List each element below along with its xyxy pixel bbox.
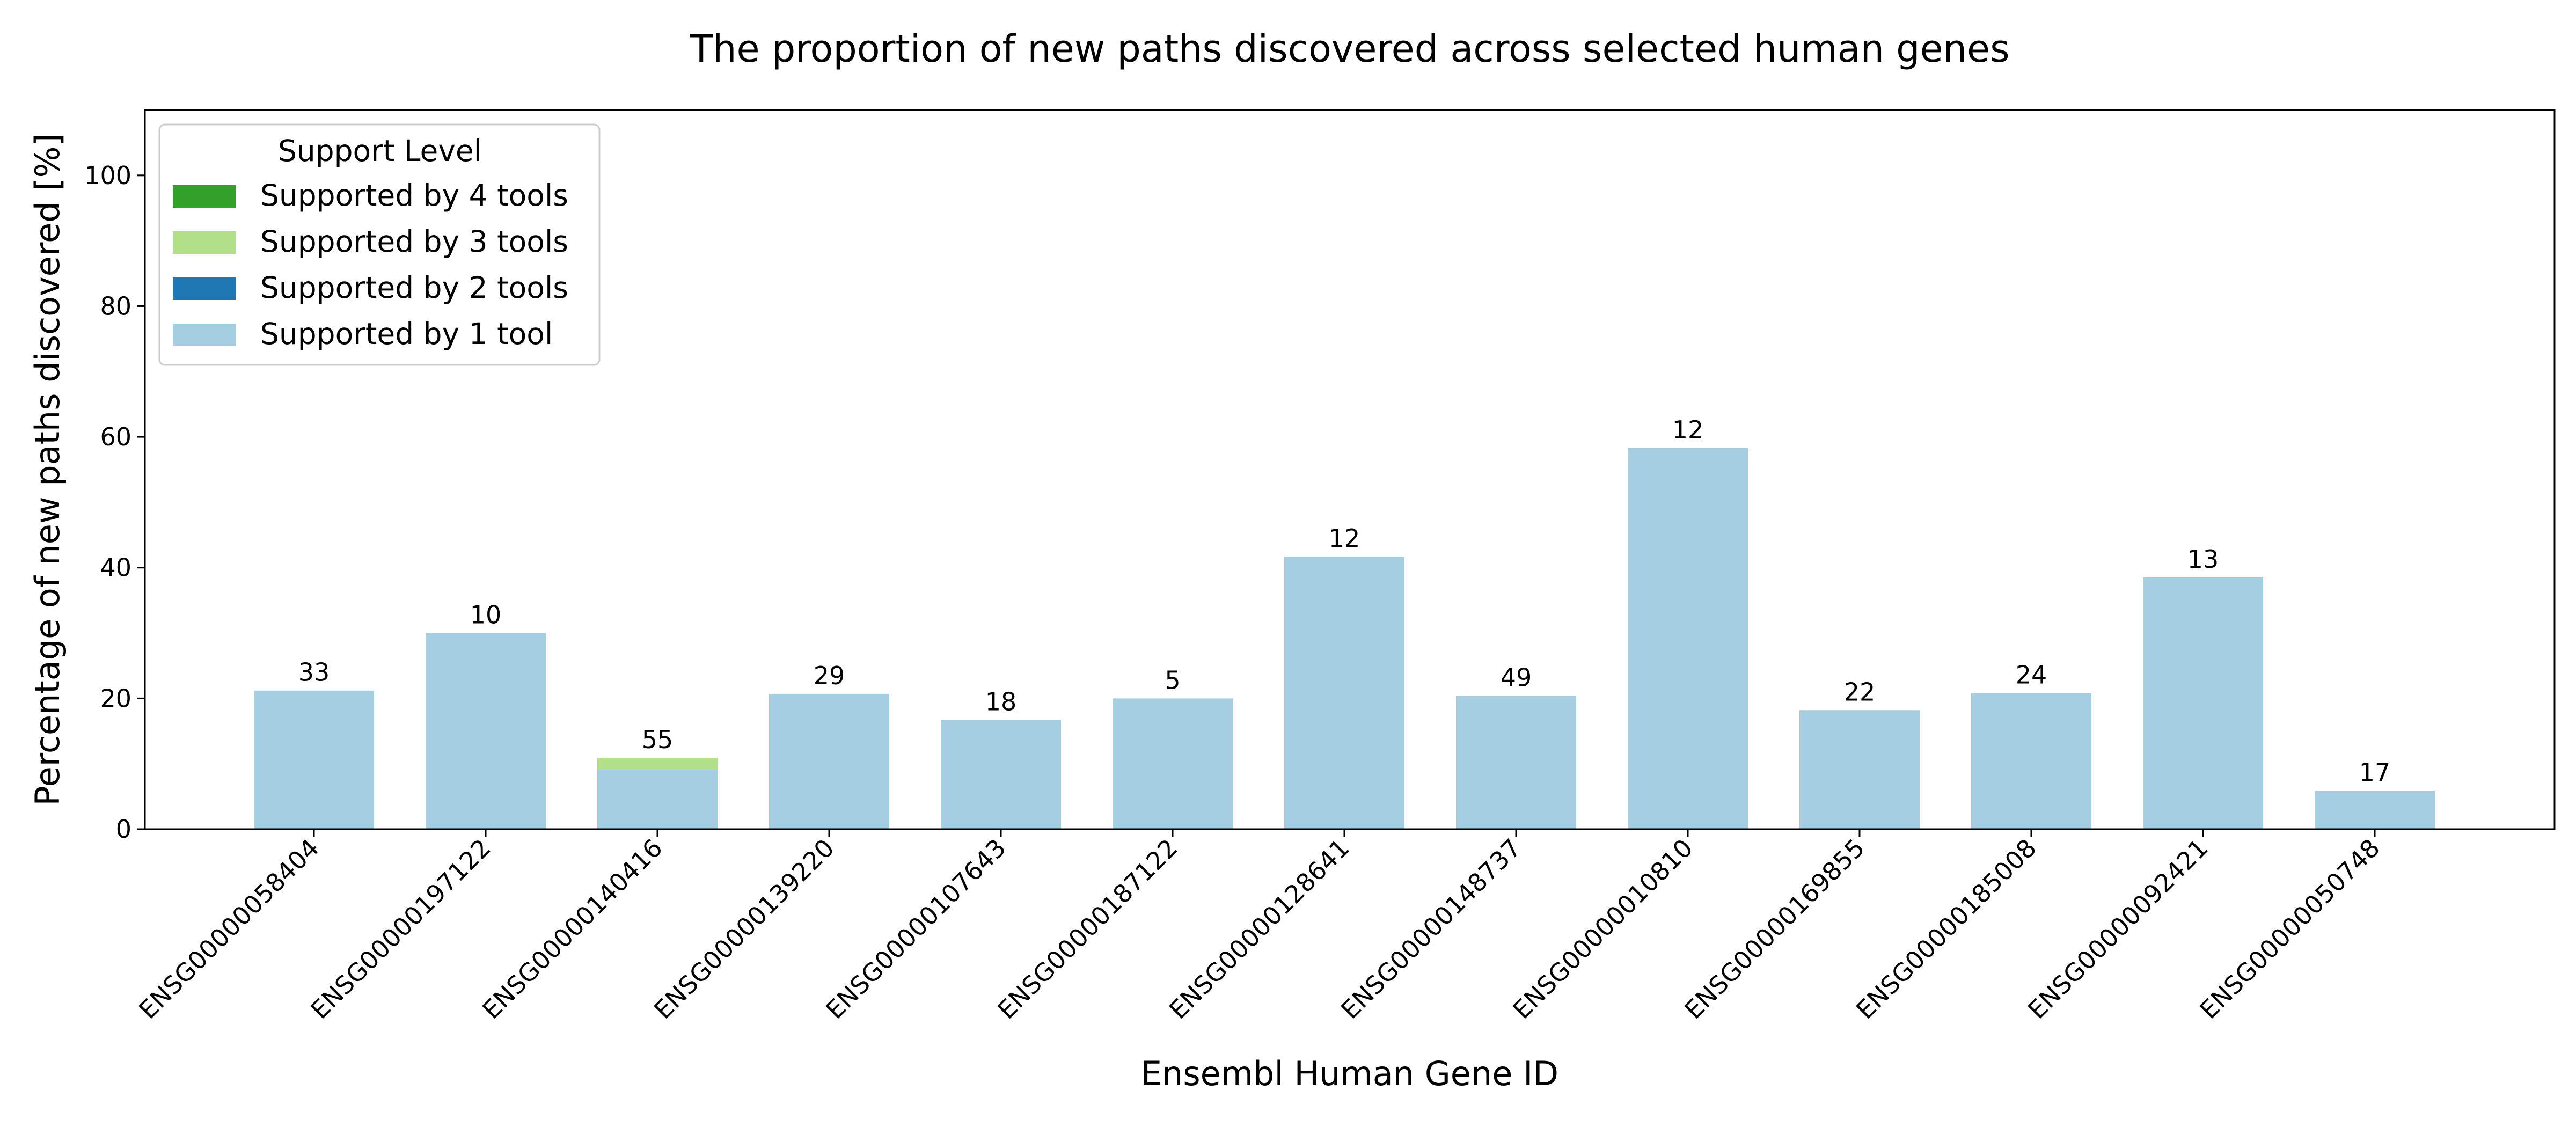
bar-label-5: 18 — [985, 687, 1017, 716]
y-tick-label-4: 60 — [100, 422, 131, 451]
legend-title: Support Level — [278, 134, 482, 168]
bar-segment-1-10 — [1799, 710, 1920, 829]
legend-swatch-3 — [173, 277, 236, 300]
bar-label-11: 24 — [2016, 661, 2047, 690]
bar-segment-1-5 — [941, 720, 1061, 829]
bar-label-2: 10 — [470, 601, 502, 630]
bars-group — [254, 448, 2435, 829]
x-tick-label-11: ENSG00000185008 — [1850, 833, 2042, 1025]
bar-segment-3-3 — [597, 758, 718, 770]
bar-segment-1-6 — [1113, 698, 1233, 829]
chart-title: The proportion of new paths discovered a… — [689, 27, 2009, 71]
bar-label-10: 22 — [1844, 677, 1876, 706]
legend-label-3: Supported by 2 tools — [260, 270, 568, 305]
legend-swatch-4 — [173, 324, 236, 346]
bar-segment-1-4 — [769, 693, 889, 829]
x-tick-label-8: ENSG00000148737 — [1335, 833, 1527, 1025]
legend: Support Level Supported by 4 toolsSuppor… — [158, 123, 601, 366]
legend-label-2: Supported by 3 tools — [260, 224, 568, 259]
x-tick-label-4: ENSG00000139220 — [648, 833, 840, 1025]
bar-label-8: 49 — [1501, 663, 1532, 692]
y-tick-label-2: 20 — [100, 684, 131, 713]
x-tick-label-3: ENSG00000140416 — [477, 833, 668, 1025]
legend-label-4: Supported by 1 tool — [260, 317, 553, 351]
x-tick-label-9: ENSG00000010810 — [1507, 833, 1699, 1025]
bar-segment-1-11 — [1971, 693, 2091, 829]
bar-labels-group: 33 10 55 29 18 5 12 49 12 22 24 13 17 — [298, 415, 2391, 787]
bar-label-7: 12 — [1329, 524, 1360, 553]
legend-label-1: Supported by 4 tools — [260, 178, 568, 213]
x-tick-label-1: ENSG00000058404 — [133, 833, 325, 1025]
legend-items: Supported by 4 tools Supported by 3 tools… — [173, 178, 568, 351]
bar-segment-1-13 — [2315, 791, 2435, 829]
bar-label-13: 17 — [2359, 758, 2391, 787]
x-tick-label-7: ENSG00000128641 — [1163, 833, 1355, 1025]
x-tick-label-6: ENSG00000187122 — [992, 833, 1183, 1025]
bar-segment-1-12 — [2143, 577, 2263, 829]
x-tick-label-5: ENSG00000107643 — [820, 833, 1012, 1025]
bar-label-3: 55 — [642, 725, 674, 754]
bar-segment-1-2 — [426, 633, 546, 829]
x-tick-label-10: ENSG00000169855 — [1679, 833, 1870, 1025]
bar-segment-1-7 — [1284, 557, 1404, 829]
bar-segment-1-9 — [1628, 448, 1748, 829]
legend-swatch-2 — [173, 231, 236, 254]
bar-segment-1-8 — [1456, 696, 1576, 829]
bar-label-6: 5 — [1165, 665, 1180, 694]
bar-label-12: 13 — [2187, 545, 2219, 574]
bar-segment-1-1 — [254, 690, 374, 829]
bar-label-9: 12 — [1672, 415, 1704, 444]
y-axis-label: Percentage of new paths discovered [%] — [28, 133, 67, 806]
y-tick-label-1: 0 — [116, 815, 131, 844]
y-tick-label-6: 100 — [84, 161, 131, 190]
y-axis: 0 20 40 60 80 100 — [84, 161, 145, 844]
y-tick-label-3: 40 — [100, 553, 131, 582]
bar-segment-1-3 — [597, 770, 718, 829]
x-tick-label-13: ENSG00000050748 — [2194, 833, 2385, 1025]
x-axis-label: Ensembl Human Gene ID — [1141, 1054, 1558, 1093]
x-tick-label-2: ENSG00000197122 — [305, 833, 496, 1025]
plot-frame — [144, 109, 2556, 830]
y-tick-label-5: 80 — [100, 291, 131, 320]
bar-label-1: 33 — [298, 658, 330, 687]
x-tick-label-12: ENSG00000092421 — [2022, 833, 2214, 1025]
bar-label-4: 29 — [814, 661, 845, 690]
legend-swatch-1 — [173, 185, 236, 208]
legend-frame — [158, 123, 601, 366]
x-axis: ENSG00000058404ENSG00000197122ENSG000001… — [133, 829, 2385, 1024]
